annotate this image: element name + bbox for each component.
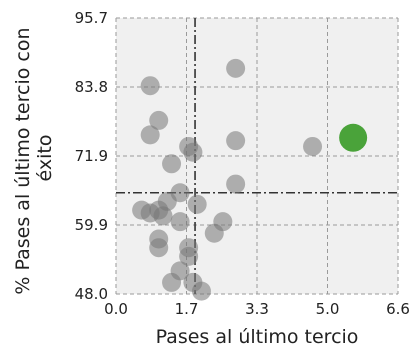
- data-point: [162, 154, 182, 174]
- data-point: [170, 212, 190, 232]
- grid-lines: [115, 17, 399, 295]
- data-point: [140, 125, 160, 145]
- y-tick-label: 95.7: [75, 9, 108, 27]
- x-tick-labels: 0.0 1.7 3.3 5.0 6.6: [104, 300, 410, 318]
- x-tick-label: 5.0: [316, 300, 340, 318]
- x-tick-label: 1.7: [175, 300, 199, 318]
- data-point: [303, 136, 323, 156]
- highlighted-point: [339, 123, 368, 152]
- data-point: [153, 206, 173, 226]
- y-axis-label-line-1: % Pases al último tercio con: [12, 27, 34, 294]
- x-axis-label: Pases al último tercio: [156, 326, 359, 348]
- y-tick-labels: 48.0 59.9 71.9 83.8 95.7: [75, 9, 108, 303]
- data-point: [187, 194, 207, 214]
- y-tick-label: 48.0: [75, 285, 108, 303]
- data-points: [132, 58, 368, 301]
- data-point: [226, 131, 246, 151]
- data-point: [162, 272, 182, 292]
- y-axis-label-line-2: éxito: [34, 135, 56, 182]
- data-point: [226, 174, 246, 194]
- y-tick-label: 83.8: [75, 78, 108, 96]
- data-point: [183, 142, 203, 162]
- data-point: [149, 238, 169, 258]
- data-point: [179, 246, 199, 266]
- x-tick-label: 0.0: [104, 300, 128, 318]
- data-point: [140, 76, 160, 96]
- y-tick-label: 71.9: [75, 147, 108, 165]
- data-point: [149, 110, 169, 130]
- data-point: [191, 281, 211, 301]
- data-point: [204, 223, 224, 243]
- data-point: [226, 58, 246, 78]
- y-tick-label: 59.9: [75, 216, 108, 234]
- x-tick-label: 6.6: [386, 300, 410, 318]
- x-tick-label: 3.3: [245, 300, 269, 318]
- y-axis-label: % Pases al último tercio con éxito: [12, 21, 56, 294]
